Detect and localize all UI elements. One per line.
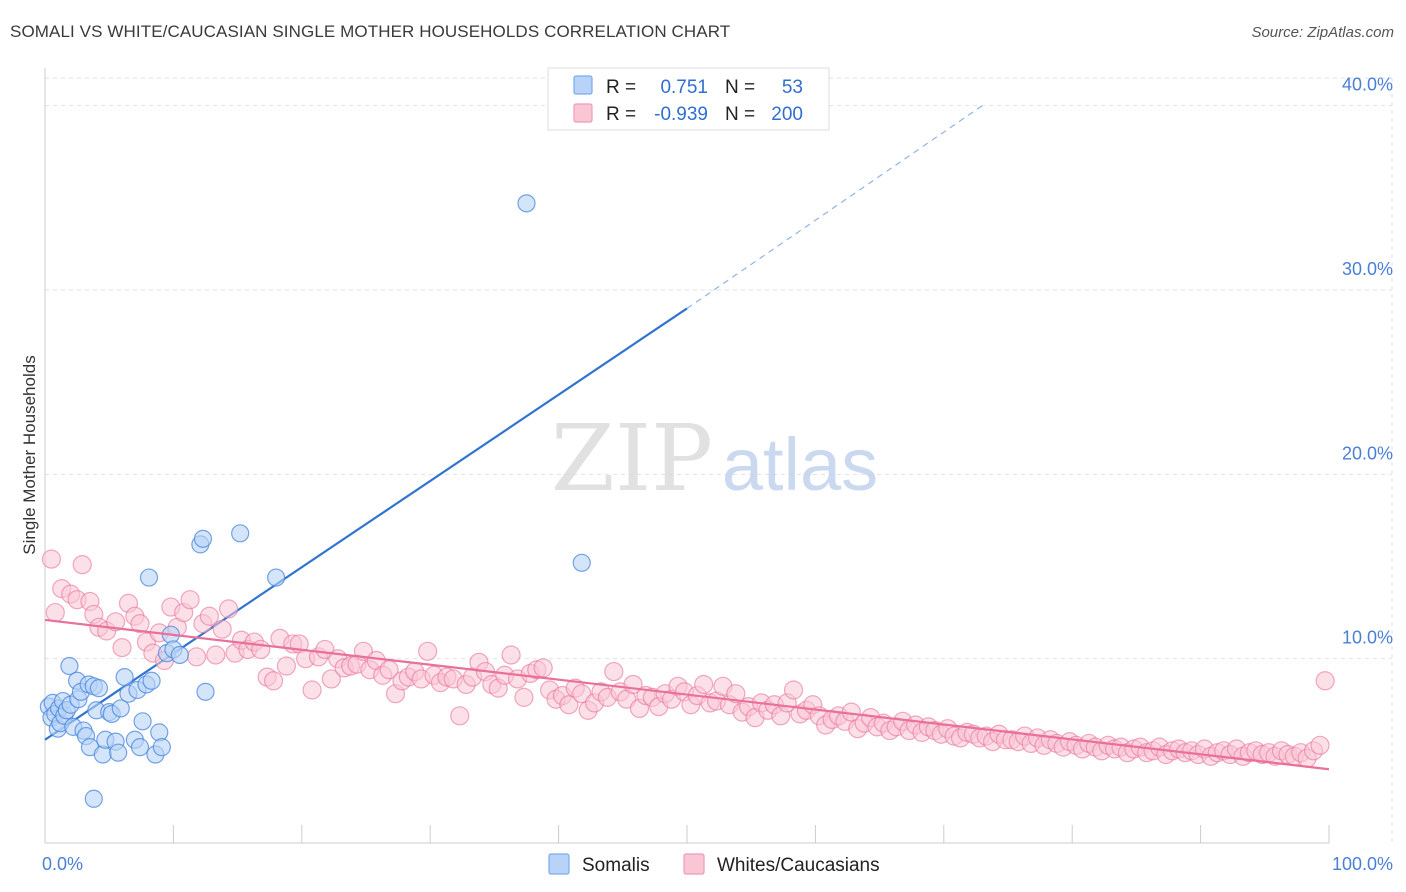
y-tick-label: 10.0%: [1342, 628, 1393, 648]
point-whites: [559, 695, 579, 715]
point-whites: [783, 680, 804, 700]
trend-line-somalis: [44, 307, 688, 741]
bottom-legend-label-somalis: Somalis: [582, 855, 650, 876]
point-whites: [514, 687, 534, 707]
point-somalis: [267, 568, 286, 587]
point-whites: [321, 669, 341, 689]
trend-somalis: [44, 105, 983, 741]
point-somalis: [572, 553, 591, 572]
point-somalis: [133, 712, 152, 731]
gridlines: [45, 77, 1393, 843]
source-credit: Source: ZipAtlas.com: [1251, 24, 1394, 41]
point-whites: [130, 614, 150, 634]
point-whites: [450, 706, 470, 726]
legend-r-label-somalis: R =: [606, 77, 636, 98]
point-whites: [1310, 735, 1330, 755]
watermark-atlas: atlas: [722, 423, 878, 506]
trend-whites: [44, 618, 1330, 771]
point-somalis: [130, 738, 150, 757]
point-somalis: [60, 656, 79, 676]
point-somalis: [152, 738, 171, 757]
point-whites: [112, 638, 132, 658]
y-axis-label: Single Mother Households: [20, 355, 39, 554]
legend-r-label-whites: R =: [606, 104, 636, 125]
legend-r-value-whites: -0.939: [654, 104, 708, 125]
point-whites: [533, 658, 553, 678]
point-whites: [726, 684, 746, 704]
point-whites: [302, 680, 322, 700]
y-tick-labels: 10.0% 20.0% 30.0% 40.0%: [1342, 75, 1393, 648]
point-somalis: [109, 743, 128, 762]
point-somalis: [139, 568, 159, 587]
point-whites: [501, 645, 521, 665]
point-somalis: [231, 524, 250, 543]
point-whites: [180, 590, 200, 610]
point-whites: [199, 606, 219, 626]
point-whites: [604, 661, 624, 682]
y-tick-label: 30.0%: [1342, 259, 1393, 279]
bottom-legend-swatch-whites: [683, 853, 705, 875]
point-somalis: [84, 789, 103, 808]
legend-n-label-whites: N =: [725, 104, 755, 125]
point-somalis: [93, 745, 112, 764]
bottom-legend-swatch-somalis: [548, 853, 570, 875]
y-tick-label: 40.0%: [1342, 75, 1393, 95]
point-whites: [72, 555, 92, 575]
point-whites: [41, 549, 62, 569]
legend-n-value-somalis: 53: [782, 77, 803, 98]
points-somalis: [39, 194, 591, 808]
legend-swatch-somalis: [573, 75, 593, 95]
point-whites: [276, 656, 296, 676]
point-somalis: [193, 529, 213, 548]
point-whites: [106, 612, 126, 632]
point-somalis: [89, 679, 109, 698]
x-tick-labels: 0.0% 100.0%: [42, 854, 1393, 874]
x-tick-label-start: 0.0%: [42, 854, 83, 874]
y-tick-label: 20.0%: [1342, 443, 1393, 463]
point-whites: [219, 599, 239, 619]
point-whites: [206, 645, 226, 665]
legend-n-value-whites: 200: [771, 104, 803, 125]
legend-swatch-whites: [573, 103, 593, 123]
legend-box: [547, 67, 830, 131]
point-whites: [418, 641, 438, 661]
watermark-zip: ZIP: [551, 405, 713, 512]
point-whites: [212, 619, 232, 639]
point-whites: [1315, 671, 1335, 691]
trend-line-whites: [44, 618, 1330, 771]
point-whites: [186, 647, 207, 667]
legend-r-value-somalis: 0.751: [660, 77, 708, 98]
bottom-legend: Somalis Whites/Caucasians: [548, 853, 880, 876]
point-whites: [45, 602, 65, 623]
legend-n-label-somalis: N =: [725, 77, 755, 98]
bottom-legend-label-whites: Whites/Caucasians: [717, 855, 880, 876]
point-whites: [263, 671, 284, 691]
chart-title: SOMALI VS WHITE/CAUCASIAN SINGLE MOTHER …: [10, 22, 731, 41]
point-whites: [251, 639, 271, 660]
point-somalis: [115, 667, 134, 687]
point-somalis: [111, 699, 130, 718]
point-whites: [694, 674, 714, 695]
watermark: ZIP atlas: [551, 405, 878, 512]
trend-extension-somalis: [686, 105, 983, 309]
legend: R = 0.751 N = 53 R = -0.939 N = 200: [547, 67, 830, 131]
x-tick-label-end: 100.0%: [1332, 854, 1393, 874]
point-somalis: [196, 682, 215, 701]
point-somalis: [517, 194, 536, 213]
point-somalis: [142, 671, 161, 690]
point-somalis: [150, 723, 169, 742]
point-somalis: [170, 645, 189, 665]
